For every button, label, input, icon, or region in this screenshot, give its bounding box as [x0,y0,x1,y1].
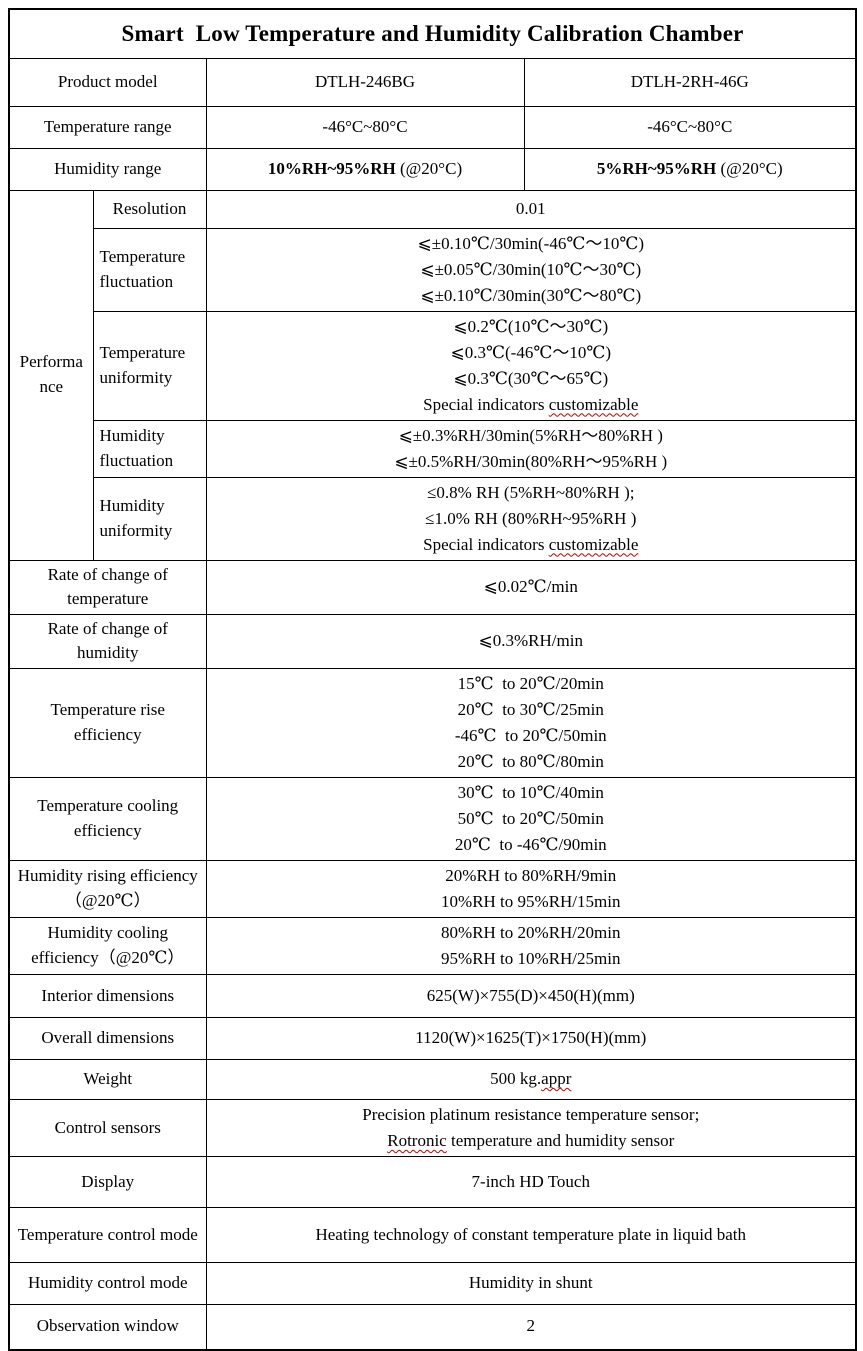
overall-dimensions-value: 1120(W)×1625(T)×1750(H)(mm) [205,1017,857,1061]
humidity-control-mode-value: Humidity in shunt [205,1262,857,1306]
rate-of-change-temperature-label: Rate of change of temperature [8,559,207,615]
temperature-uniformity-label: Temperature uniformity [92,310,207,421]
temperature-control-mode-value: Heating technology of constant temperatu… [205,1207,857,1264]
table-title: Smart Low Temperature and Humidity Calib… [8,8,857,59]
temperature-range-a: -46°C~80°C [205,105,525,149]
temperature-uniformity-special: Special indicators customizable [213,392,850,418]
control-sensors-wavy-word: Rotronic [387,1131,447,1151]
temperature-uniformity-value: ⩽0.2℃(10℃～30℃) ⩽0.3℃(-46℃～10℃) ⩽0.3℃(30℃… [205,310,857,421]
humidity-range-b-rest: (@20°C) [716,158,783,178]
observation-window-value: 2 [205,1304,857,1351]
humidity-range-a-bold: 10%RH~95%RH [267,158,396,178]
temperature-range-label: Temperature range [8,105,207,149]
humidity-cooling-efficiency-value: 80%RH to 20%RH/20min 95%RH to 10%RH/25mi… [205,917,857,976]
temperature-cooling-efficiency-label: Temperature cooling efficiency [8,777,207,862]
display-label: Display [8,1156,207,1209]
humidity-range-a: 10%RH~95%RH (@20°C) [205,147,525,191]
special-indicators-wavy-word: customizable [548,394,639,414]
observation-window-label: Observation window [8,1304,207,1351]
humidity-uniformity-special: Special indicators customizable [213,532,850,558]
performance-label: Performance [8,189,94,561]
interior-dimensions-value: 625(W)×755(D)×450(H)(mm) [205,974,857,1019]
temperature-control-mode-label: Temperature control mode [8,1207,207,1264]
control-sensors-line2-rest: temperature and humidity sensor [446,1131,675,1151]
display-value: 7-inch HD Touch [205,1156,857,1209]
humidity-rising-efficiency-label: Humidity rising efficiency（@20℃） [8,860,207,919]
humidity-uniformity-value: ≤0.8% RH (5%RH~80%RH ); ≤1.0% RH (80%RH~… [205,476,857,561]
humidity-range-label: Humidity range [8,147,207,191]
temperature-rise-efficiency-label: Temperature rise efficiency [8,668,207,779]
humidity-uniformity-lines: ≤0.8% RH (5%RH~80%RH ); ≤1.0% RH (80%RH~… [425,482,637,528]
special-indicators-text: Special indicators [423,394,549,414]
humidity-range-b: 5%RH~95%RH (@20°C) [523,147,857,191]
temperature-uniformity-lines: ⩽0.2℃(10℃～30℃) ⩽0.3℃(-46℃～10℃) ⩽0.3℃(30℃… [450,316,612,388]
special-indicators-wavy-word: customizable [548,534,639,554]
humidity-range-b-bold: 5%RH~95%RH [596,158,717,178]
humidity-fluctuation-label: Humidity fluctuation [92,419,207,478]
resolution-value: 0.01 [205,189,857,229]
interior-dimensions-label: Interior dimensions [8,974,207,1019]
rate-of-change-humidity-label: Rate of change of humidity [8,613,207,670]
temperature-cooling-efficiency-value: 30℃ to 10℃/40min 50℃ to 20℃/50min 20℃ to… [205,777,857,862]
temperature-range-b: -46°C~80°C [523,105,857,149]
rate-of-change-temperature-value: ⩽0.02℃/min [205,559,857,615]
humidity-fluctuation-value: ⩽±0.3%RH/30min(5%RH～80%RH ) ⩽±0.5%RH/30m… [205,419,857,478]
humidity-uniformity-label: Humidity uniformity [92,476,207,561]
control-sensors-line1: Precision platinum resistance temperatur… [362,1105,700,1125]
resolution-label: Resolution [92,189,207,229]
humidity-cooling-efficiency-label: Humidity cooling efficiency（@20℃） [8,917,207,976]
weight-value-text: 500 kg. [490,1069,542,1089]
control-sensors-label: Control sensors [8,1099,207,1158]
control-sensors-line2: Rotronic temperature and humidity sensor [213,1128,850,1154]
humidity-range-a-rest: (@20°C) [395,158,463,178]
spec-table: Smart Low Temperature and Humidity Calib… [8,8,858,1351]
special-indicators-text: Special indicators [423,534,549,554]
temperature-fluctuation-label: Temperature fluctuation [92,227,207,312]
temperature-rise-efficiency-value: 15℃ to 20℃/20min 20℃ to 30℃/25min -46℃ t… [205,668,857,779]
weight-label: Weight [8,1059,207,1101]
product-model-label: Product model [8,57,207,107]
humidity-rising-efficiency-value: 20%RH to 80%RH/9min 10%RH to 95%RH/15min [205,860,857,919]
weight-value-wavy: appr [541,1069,572,1089]
temperature-fluctuation-value: ⩽±0.10℃/30min(-46℃～10℃) ⩽±0.05℃/30min(10… [205,227,857,312]
rate-of-change-humidity-value: ⩽0.3%RH/min [205,613,857,670]
product-model-b: DTLH-2RH-46G [523,57,857,107]
humidity-control-mode-label: Humidity control mode [8,1262,207,1306]
weight-value: 500 kg.appr [205,1059,857,1101]
product-model-a: DTLH-246BG [205,57,525,107]
overall-dimensions-label: Overall dimensions [8,1017,207,1061]
control-sensors-value: Precision platinum resistance temperatur… [205,1099,857,1158]
